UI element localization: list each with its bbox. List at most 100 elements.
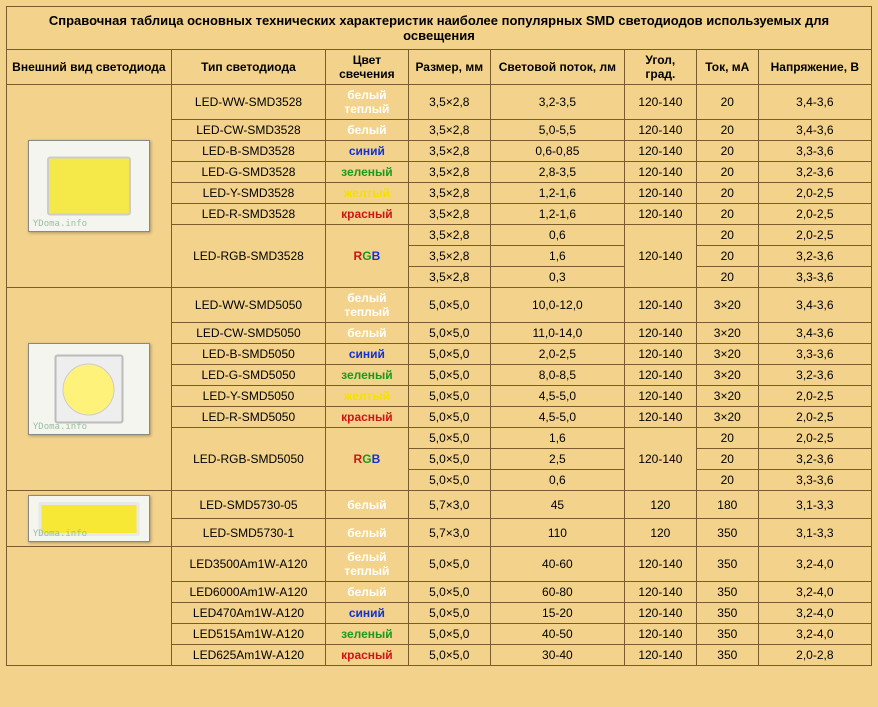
cell-current: 20	[696, 470, 758, 491]
cell-angle: 120-140	[624, 582, 696, 603]
cell-voltage: 3,3-3,6	[758, 267, 871, 288]
cell-flux: 1,6	[490, 246, 624, 267]
cell-color: белыйтеплый	[326, 547, 408, 582]
cell-type: LED-CW-SMD3528	[171, 120, 325, 141]
cell-current: 350	[696, 547, 758, 582]
cell-type: LED470Am1W-A120	[171, 603, 325, 624]
cell-flux: 60-80	[490, 582, 624, 603]
cell-color: синий	[326, 344, 408, 365]
cell-flux: 10,0-12,0	[490, 288, 624, 323]
cell-flux: 1,2-1,6	[490, 183, 624, 204]
col-size: Размер, мм	[408, 50, 490, 85]
cell-angle: 120-140	[624, 386, 696, 407]
cell-angle: 120-140	[624, 141, 696, 162]
cell-flux: 110	[490, 519, 624, 547]
col-type: Тип светодиода	[171, 50, 325, 85]
cell-angle: 120-140	[624, 204, 696, 225]
cell-current: 20	[696, 225, 758, 246]
cell-voltage: 2,0-2,5	[758, 386, 871, 407]
cell-type: LED515Am1W-A120	[171, 624, 325, 645]
cell-type: LED-CW-SMD5050	[171, 323, 325, 344]
cell-flux: 4,5-5,0	[490, 386, 624, 407]
cell-color: белый	[326, 120, 408, 141]
cell-type: LED3500Am1W-A120	[171, 547, 325, 582]
cell-voltage: 3,3-3,6	[758, 470, 871, 491]
cell-angle: 120-140	[624, 323, 696, 344]
cell-size: 3,5×2,8	[408, 85, 490, 120]
cell-size: 3,5×2,8	[408, 141, 490, 162]
col-color: Цвет свечения	[326, 50, 408, 85]
cell-voltage: 3,4-3,6	[758, 288, 871, 323]
cell-size: 5,0×5,0	[408, 323, 490, 344]
cell-flux: 0,6-0,85	[490, 141, 624, 162]
cell-size: 3,5×2,8	[408, 246, 490, 267]
cell-type: LED625Am1W-A120	[171, 645, 325, 666]
cell-angle: 120-140	[624, 547, 696, 582]
cell-size: 5,0×5,0	[408, 470, 490, 491]
cell-voltage: 2,0-2,8	[758, 645, 871, 666]
cell-angle: 120-140	[624, 645, 696, 666]
header-row: Внешний вид светодиода Тип светодиода Цв…	[7, 50, 872, 85]
cell-current: 3×20	[696, 344, 758, 365]
cell-color: желтый	[326, 183, 408, 204]
cell-type: LED-B-SMD3528	[171, 141, 325, 162]
cell-type: LED-SMD5730-05	[171, 491, 325, 519]
cell-size: 5,0×5,0	[408, 428, 490, 449]
cell-angle: 120-140	[624, 624, 696, 645]
cell-current: 20	[696, 162, 758, 183]
cell-color: красный	[326, 645, 408, 666]
cell-flux: 5,0-5,5	[490, 120, 624, 141]
cell-size: 3,5×2,8	[408, 120, 490, 141]
cell-size: 3,5×2,8	[408, 225, 490, 246]
cell-flux: 11,0-14,0	[490, 323, 624, 344]
cell-voltage: 3,2-3,6	[758, 162, 871, 183]
cell-voltage: 3,2-4,0	[758, 547, 871, 582]
cell-size: 5,0×5,0	[408, 344, 490, 365]
cell-type: LED-WW-SMD5050	[171, 288, 325, 323]
col-current: Ток, мА	[696, 50, 758, 85]
cell-current: 3×20	[696, 323, 758, 344]
cell-voltage: 3,2-3,6	[758, 246, 871, 267]
cell-flux: 40-60	[490, 547, 624, 582]
cell-size: 5,0×5,0	[408, 603, 490, 624]
cell-type: LED-R-SMD5050	[171, 407, 325, 428]
cell-flux: 1,2-1,6	[490, 204, 624, 225]
cell-flux: 2,8-3,5	[490, 162, 624, 183]
cell-color: желтый	[326, 386, 408, 407]
cell-angle: 120-140	[624, 288, 696, 323]
cell-voltage: 2,0-2,5	[758, 225, 871, 246]
cell-type: LED-G-SMD5050	[171, 365, 325, 386]
cell-type: LED6000Am1W-A120	[171, 582, 325, 603]
cell-type: LED-RGB-SMD3528	[171, 225, 325, 288]
cell-angle: 120-140	[624, 225, 696, 288]
cell-current: 350	[696, 519, 758, 547]
cell-voltage: 3,2-4,0	[758, 582, 871, 603]
cell-type: LED-WW-SMD3528	[171, 85, 325, 120]
cell-color: красный	[326, 204, 408, 225]
cell-size: 5,0×5,0	[408, 645, 490, 666]
cell-current: 3×20	[696, 365, 758, 386]
cell-flux: 15-20	[490, 603, 624, 624]
cell-current: 20	[696, 183, 758, 204]
cell-current: 20	[696, 141, 758, 162]
cell-current: 350	[696, 603, 758, 624]
table-row: YDoma.infoLED-WW-SMD3528белыйтеплый3,5×2…	[7, 85, 872, 120]
cell-type: LED-RGB-SMD5050	[171, 428, 325, 491]
led-image-none	[7, 547, 172, 666]
cell-angle: 120-140	[624, 344, 696, 365]
cell-color: белый	[326, 519, 408, 547]
cell-color: зеленый	[326, 365, 408, 386]
cell-size: 5,7×3,0	[408, 491, 490, 519]
cell-current: 350	[696, 645, 758, 666]
cell-size: 5,0×5,0	[408, 582, 490, 603]
cell-size: 3,5×2,8	[408, 204, 490, 225]
cell-angle: 120-140	[624, 85, 696, 120]
led-image-3528: YDoma.info	[7, 85, 172, 288]
cell-angle: 120-140	[624, 603, 696, 624]
cell-color: белый	[326, 582, 408, 603]
cell-current: 20	[696, 246, 758, 267]
cell-flux: 4,5-5,0	[490, 407, 624, 428]
cell-size: 5,0×5,0	[408, 365, 490, 386]
cell-color: зеленый	[326, 624, 408, 645]
cell-color: белый	[326, 323, 408, 344]
